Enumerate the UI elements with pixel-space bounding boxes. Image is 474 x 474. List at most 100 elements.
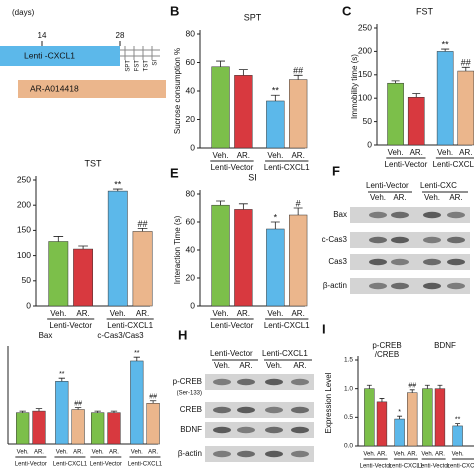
bar <box>452 425 463 447</box>
x-tick-label: AR. <box>237 151 250 160</box>
panel-letter: C <box>342 3 352 18</box>
blot-strip <box>205 422 314 438</box>
error-bar <box>441 48 450 52</box>
y-tick-label: 40 <box>186 244 196 254</box>
y-tick-label: 250 <box>17 174 31 184</box>
x-tick-label: Veh. <box>131 450 143 456</box>
group-title: Bax <box>39 331 53 340</box>
x-tick-label: AR. <box>136 309 149 318</box>
x-tick-label: AR. <box>73 450 83 456</box>
error-bar <box>19 410 26 413</box>
blot-row-label: c-Cas3 <box>322 235 348 244</box>
bar <box>387 82 404 146</box>
blot-band <box>369 282 387 290</box>
bar <box>266 228 285 307</box>
bar <box>32 410 46 445</box>
blot-band <box>237 406 255 414</box>
blot-row-label: p-CREB <box>173 377 202 386</box>
x-tick-label: AR. <box>435 452 445 458</box>
blot-band <box>369 258 387 266</box>
blot-band <box>369 236 387 244</box>
x-tick-label: AR. <box>410 148 423 157</box>
y-tick-label: 0 <box>190 142 195 152</box>
bar <box>457 70 474 146</box>
significance: # <box>296 198 301 208</box>
y-tick-label: 0 <box>26 300 31 310</box>
group-label: Lenti-CXCL1 <box>447 464 474 470</box>
blot-band <box>265 378 283 386</box>
lane-label: Veh. <box>424 193 440 202</box>
blot-band <box>213 426 231 434</box>
error-bar <box>270 221 280 229</box>
error-bar <box>293 74 303 80</box>
bar <box>364 388 375 447</box>
x-tick-label: AR. <box>76 309 89 318</box>
significance: ** <box>134 350 140 357</box>
y-tick-label: 60 <box>186 216 196 226</box>
blot-band <box>213 450 231 458</box>
y-tick-label: 150 <box>17 225 31 235</box>
y-tick-label: 20 <box>186 272 196 282</box>
blot-row-label: BDNF <box>180 425 202 434</box>
blot-strip <box>350 278 470 294</box>
error-bar <box>216 200 225 206</box>
group-label: Lenti-CXCL1 <box>264 321 310 330</box>
x-tick-label: Veh. <box>17 450 29 456</box>
group-label: Lenti-CXCL1 <box>107 321 153 330</box>
blot-band <box>391 282 409 290</box>
bar <box>234 209 253 307</box>
x-tick-label: Veh. <box>267 151 283 160</box>
y-axis-label: Interaction Time (s) <box>173 215 182 284</box>
group-label: Lenti-CXCL1 <box>264 163 310 172</box>
panel-letter: E <box>170 165 179 180</box>
group-label: Lenti-Vector <box>211 321 254 330</box>
blot-band <box>423 282 441 290</box>
bar <box>130 360 144 445</box>
bar <box>146 403 160 445</box>
group-title: c-Cas3/Cas3 <box>97 331 144 340</box>
error-bar <box>437 384 443 389</box>
blot-band <box>265 450 283 458</box>
error-bar <box>409 389 415 393</box>
blot-group: Lenti-CXC <box>420 181 457 190</box>
x-tick-label: AR. <box>148 450 158 456</box>
group-label: Lenti-Vector <box>360 464 392 470</box>
group-title: BDNF <box>434 341 456 350</box>
blot-row-label: β-actin <box>178 449 202 458</box>
error-bar <box>133 356 140 361</box>
group-title: p-CREB <box>372 341 401 350</box>
blot-band <box>447 258 465 266</box>
bar <box>132 231 153 307</box>
error-bar <box>293 207 303 215</box>
error-bar <box>110 410 118 413</box>
blot-band <box>237 450 255 458</box>
lane-label: Veh. <box>266 361 282 370</box>
y-tick-label: 50 <box>22 275 32 285</box>
x-tick-label: Veh. <box>213 151 229 160</box>
blot-strip <box>350 254 470 270</box>
x-tick-label: Veh. <box>50 309 66 318</box>
y-tick-label: 0.0 <box>344 443 353 450</box>
y-tick-label: 50 <box>363 116 373 126</box>
error-bar <box>58 377 65 382</box>
group-label: Lenti-Vector <box>385 160 428 169</box>
blot-band <box>391 258 409 266</box>
blot-band <box>391 211 409 219</box>
x-tick-label: AR. <box>377 452 387 458</box>
significance: * <box>398 409 401 416</box>
drug-label: AR-A014418 <box>30 83 79 93</box>
significance: ** <box>272 86 280 96</box>
y-tick-label: 1.5 <box>344 357 353 364</box>
chart-title: FST <box>416 6 434 16</box>
x-tick-label: Veh. <box>394 452 406 458</box>
blot-band <box>237 378 255 386</box>
y-tick-label: 0 <box>190 300 195 310</box>
chart-title: TST <box>85 158 103 168</box>
error-bar <box>149 400 157 404</box>
bar <box>211 204 230 307</box>
blot-row-label: CREB <box>180 405 202 414</box>
error-bar <box>137 227 148 232</box>
significance: ** <box>114 179 122 189</box>
y-tick-label: 80 <box>186 28 196 38</box>
bar <box>407 97 425 146</box>
